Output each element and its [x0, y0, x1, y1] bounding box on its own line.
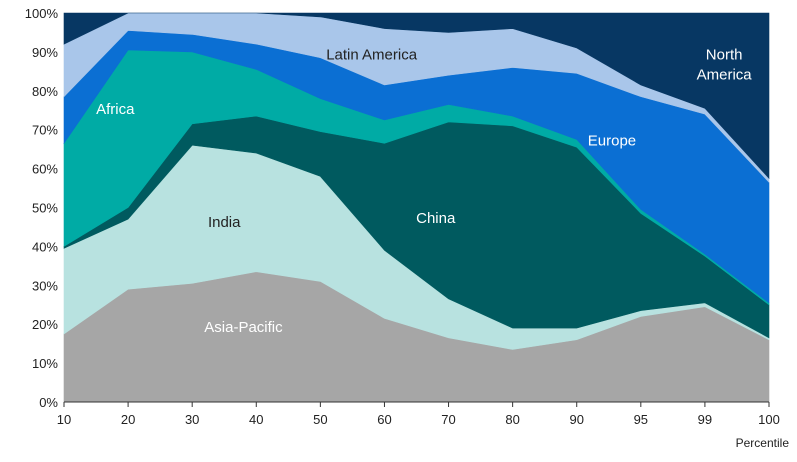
x-tick-label: 40 — [249, 412, 263, 427]
y-tick-label: 40% — [32, 239, 58, 254]
axes-layer: 0% 10% 20% 30% 40% 50% 60% 70% 80% 90% 100% 10 20 30 4… — [25, 6, 790, 450]
x-tick-label: 50 — [313, 412, 327, 427]
areas-layer — [63, 12, 770, 403]
label-asia-pacific: Asia-Pacific — [204, 319, 283, 336]
x-axis-title: Percentile — [736, 436, 790, 450]
label-latin-america: Latin America — [326, 47, 418, 64]
y-tick-label: 10% — [32, 356, 58, 371]
x-tick-label: 90 — [569, 412, 583, 427]
label-india: India — [208, 214, 241, 231]
y-tick-label: 100% — [25, 6, 59, 21]
x-tick-label: 60 — [377, 412, 391, 427]
y-tick-label: 20% — [32, 317, 58, 332]
label-europe: Europe — [588, 132, 636, 149]
label-north-america: North America — [697, 47, 753, 84]
x-tick-label: 30 — [185, 412, 199, 427]
y-tick-label: 60% — [32, 162, 58, 177]
y-tick-label: 30% — [32, 278, 58, 293]
y-tick-label: 90% — [32, 45, 58, 60]
label-africa: Africa — [96, 101, 135, 118]
x-tick-label: 70 — [441, 412, 455, 427]
label-china: China — [416, 210, 456, 227]
x-tick-label: 20 — [121, 412, 135, 427]
x-tick-label: 95 — [634, 412, 648, 427]
x-tick-label: 100 — [758, 412, 780, 427]
x-tick-label: 10 — [57, 412, 71, 427]
y-tick-label: 70% — [32, 123, 58, 138]
y-tick-label: 80% — [32, 84, 58, 99]
x-tick-label: 80 — [505, 412, 519, 427]
region-labels-layer: Asia-Pacific India China Africa Europe Latin … — [96, 47, 752, 336]
x-tick-label: 99 — [698, 412, 712, 427]
y-tick-label: 0% — [39, 395, 58, 410]
y-tick-label: 50% — [32, 201, 58, 216]
area-north-america — [63, 12, 770, 180]
